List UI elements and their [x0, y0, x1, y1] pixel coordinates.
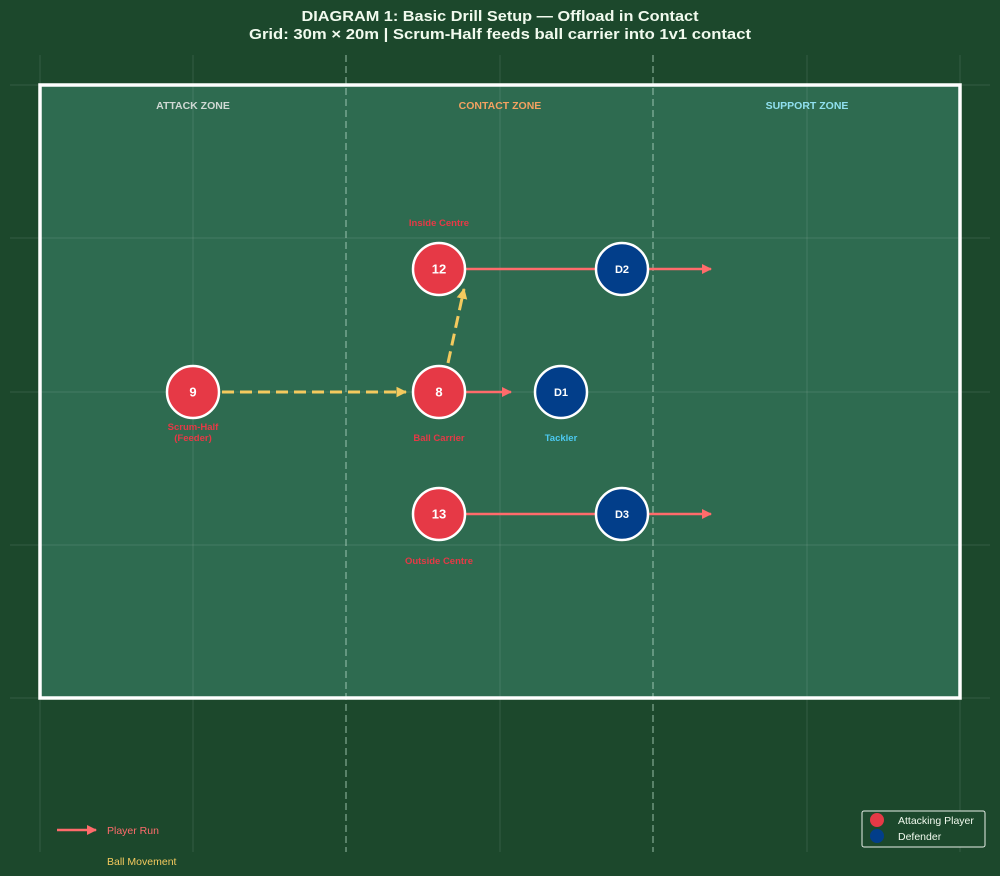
player-scrum-half: 9: [165, 364, 221, 420]
player-circle: [165, 364, 221, 420]
player-inside-centre: 12: [411, 241, 467, 297]
legend-box: [861, 810, 986, 848]
label-tackler: Tackler: [545, 433, 578, 444]
diagram-title: DIAGRAM 1: Basic Drill Setup — Offload i…: [302, 8, 699, 25]
defender-circle: [594, 241, 650, 297]
player-number: 13: [432, 507, 446, 522]
legend-attacking-player: Attacking Player: [898, 815, 974, 827]
legend-player-run: Player Run: [107, 825, 159, 837]
legend-defender: Defender: [898, 831, 942, 843]
legend-attacker-marker: [870, 813, 884, 827]
player-legend: Attacking Player Defender: [861, 810, 986, 848]
legend-defender-marker: [870, 829, 884, 843]
defender-id: D3: [615, 509, 629, 521]
player-number: 9: [189, 385, 196, 400]
defender-d3: D3: [594, 486, 650, 542]
player-outside-centre: 13: [411, 486, 467, 542]
label-scrum-half: Scrum-Half: [168, 422, 220, 433]
defender-d1: D1: [533, 364, 589, 420]
label-inside-centre: Inside Centre: [409, 218, 469, 229]
defender-circle: [594, 486, 650, 542]
offload-ball-carrier-to-inside-centre: [446, 287, 468, 364]
defender-circle: [533, 364, 589, 420]
label-outside-centre: Outside Centre: [405, 556, 473, 567]
defender-id: D2: [615, 264, 629, 276]
field-border: [38, 83, 962, 700]
label-ball-carrier: Ball Carrier: [413, 433, 465, 444]
zone-label-support: SUPPORT ZONE: [766, 100, 849, 112]
diagram-subtitle: Grid: 30m × 20m | Scrum-Half feeds ball …: [249, 26, 751, 43]
player-number: 12: [432, 262, 446, 277]
player-circle: [411, 486, 467, 542]
player-circle: [411, 241, 467, 297]
player-ball-carrier: 8: [411, 364, 467, 420]
player-number: 8: [435, 385, 442, 400]
label-scrum-half-role: (Feeder): [174, 433, 211, 444]
zone-label-attack: ATTACK ZONE: [156, 100, 230, 112]
arrow-legend: Player Run Ball Movement: [57, 825, 177, 868]
legend-ball-movement: Ball Movement: [107, 856, 177, 868]
player-circle: [411, 364, 467, 420]
zone-label-contact: CONTACT ZONE: [459, 100, 542, 112]
defender-id: D1: [554, 387, 568, 399]
defender-d2: D2: [594, 241, 650, 297]
